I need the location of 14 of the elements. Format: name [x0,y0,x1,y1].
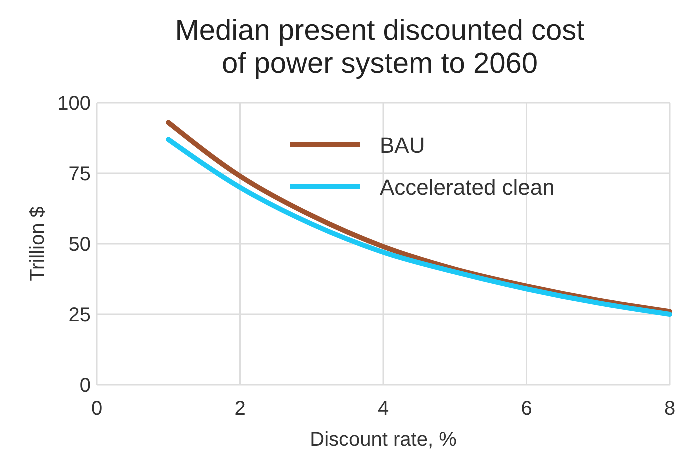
x-tick-label: 4 [378,398,390,420]
y-tick-label: 0 [80,375,91,397]
x-axis-title: Discount rate, % [310,429,458,451]
x-tick-label: 2 [234,398,246,420]
y-tick-label: 75 [68,164,91,186]
y-tick-label: 50 [68,234,91,256]
chart-title: Median present discounted cost of power system to 2060 [175,15,585,80]
y-tick-label: 25 [68,304,91,326]
legend-label: Accelerated clean [380,175,555,200]
y-axis-title: Trillion $ [27,206,49,282]
x-tick-label: 8 [664,398,676,420]
x-tick-label: 6 [521,398,532,420]
legend-label: BAU [380,133,426,158]
y-tick-label: 100 [58,93,91,115]
